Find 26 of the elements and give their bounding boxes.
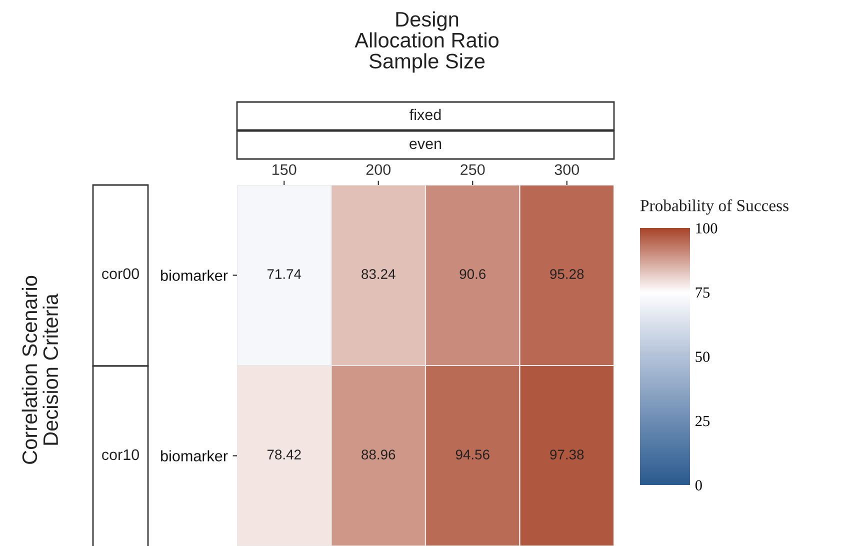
- x-tick-label: 250: [460, 164, 485, 176]
- data-label: 78.42: [267, 450, 301, 460]
- data-label: 90.6: [460, 269, 486, 279]
- data-label: 95.28: [550, 269, 584, 279]
- data-label: 88.96: [362, 450, 396, 460]
- color-bar-title: Probability of Success: [640, 199, 788, 215]
- x-tick-label: 200: [366, 164, 391, 176]
- data-label: 71.74: [267, 269, 302, 279]
- x-tick-label: 150: [272, 164, 296, 176]
- text: fixed: [410, 108, 441, 120]
- color-bar-label: 75: [696, 288, 710, 298]
- x-tick-label: 300: [554, 164, 580, 176]
- color-bar-label: 50: [696, 352, 710, 362]
- y-tick-label: biomarker: [161, 450, 228, 462]
- data-label: 97.38: [550, 450, 584, 460]
- y2-tick-label: cor00: [102, 268, 140, 280]
- text: even: [410, 140, 442, 150]
- chart-title: Design Allocation Ratio Sample Size: [354, 11, 499, 73]
- data-label: 94.56: [456, 450, 490, 460]
- y-tick-label: biomarker: [161, 270, 228, 281]
- data-label: 83.24: [362, 269, 396, 279]
- y-axis-title: Correlation Scenario Decision Criteria: [22, 276, 58, 464]
- color-bar-label: 25: [696, 416, 710, 426]
- color-bar-label: 0: [695, 480, 702, 490]
- color-bar-label: 100: [696, 223, 718, 234]
- y2-tick-label: cor10: [102, 449, 140, 460]
